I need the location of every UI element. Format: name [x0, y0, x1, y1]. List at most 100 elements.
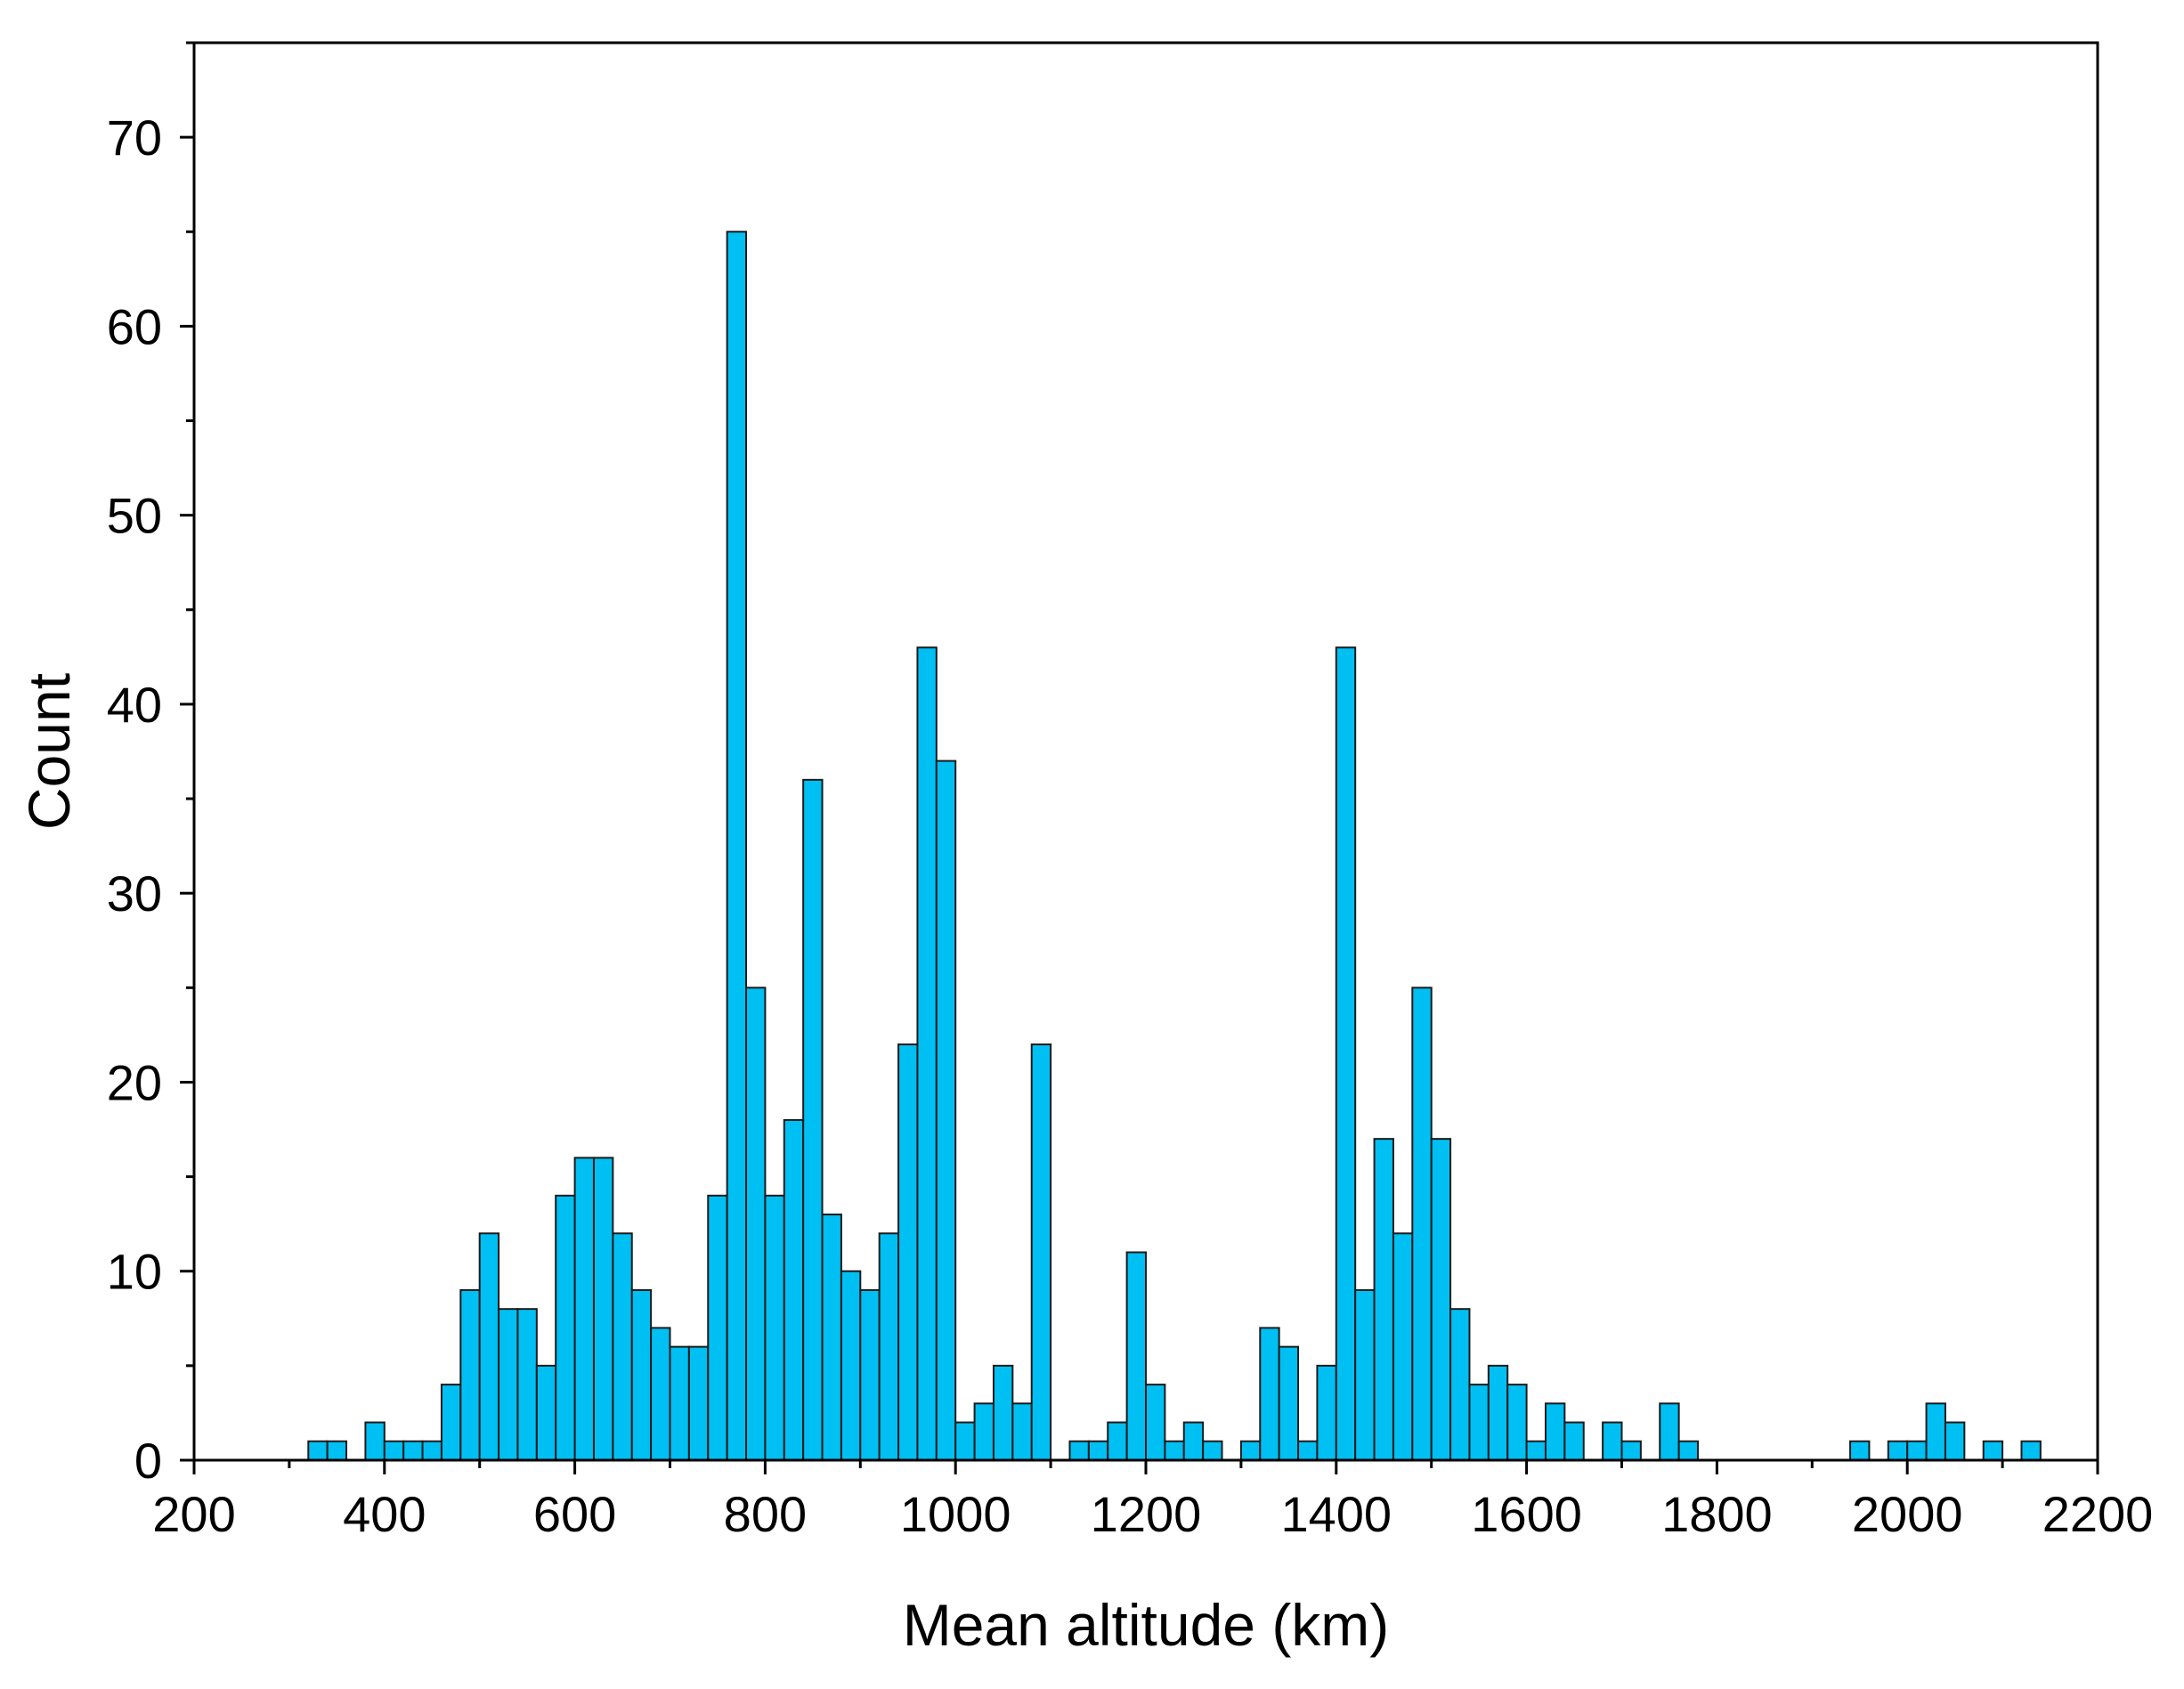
histogram-bar	[1602, 1421, 1623, 1461]
y-tick-label: 0	[134, 1433, 162, 1489]
histogram-bar	[1677, 1440, 1700, 1461]
y-tick-label: 70	[107, 110, 162, 166]
histogram-bar	[1392, 1232, 1414, 1462]
histogram-bar	[2020, 1440, 2042, 1461]
histogram-bar	[573, 1157, 595, 1461]
histogram-bar	[612, 1232, 633, 1462]
histogram-bar	[802, 778, 824, 1461]
histogram-bar	[726, 231, 748, 1461]
x-tick-label: 200	[152, 1486, 235, 1542]
histogram-bar	[364, 1421, 386, 1461]
x-tick-label: 2200	[2042, 1486, 2154, 1542]
y-axis-ticks: 0 10 20 30 40 50 60 70	[107, 41, 194, 1489]
histogram-bar	[383, 1440, 405, 1461]
histogram-bar	[1354, 1288, 1376, 1461]
x-axis-ticks: 200 400 600 800 1000 1200 1400 1600 1800 2000 2200	[152, 1460, 2153, 1542]
histogram-bar	[1316, 1364, 1337, 1462]
histogram-bar	[326, 1440, 348, 1461]
histogram-bar	[1906, 1440, 1928, 1461]
histogram-bar	[402, 1440, 424, 1461]
histogram-bar	[592, 1157, 614, 1461]
histogram-bar	[630, 1288, 653, 1461]
x-tick-label: 1200	[1091, 1486, 1202, 1542]
histogram-bar	[935, 759, 957, 1461]
histogram-bar	[992, 1364, 1014, 1462]
histogram-bar	[878, 1232, 900, 1462]
histogram-bar	[1087, 1440, 1109, 1461]
histogram-bar	[1849, 1440, 1871, 1461]
histogram-bar	[687, 1345, 710, 1462]
histogram-bar	[1107, 1421, 1128, 1461]
histogram-bar	[1525, 1440, 1547, 1461]
x-tick-label: 800	[724, 1486, 807, 1542]
histogram-bar	[1182, 1421, 1205, 1461]
histogram-bar	[954, 1421, 976, 1461]
histogram-bar	[821, 1214, 842, 1461]
histogram-bar	[459, 1288, 481, 1461]
histogram-bar	[1563, 1421, 1585, 1461]
histogram-bar	[859, 1288, 881, 1461]
histogram-bar	[1982, 1440, 2004, 1461]
histogram-bar	[973, 1402, 995, 1461]
histogram-bar	[1468, 1384, 1490, 1462]
x-tick-label: 1400	[1281, 1486, 1392, 1542]
histogram-bar	[1887, 1440, 1909, 1461]
x-tick-label: 1800	[1661, 1486, 1773, 1542]
histogram-bar	[1430, 1138, 1452, 1461]
histogram-bar	[1239, 1440, 1262, 1461]
histogram-bar	[440, 1384, 462, 1462]
histogram-bar	[1449, 1308, 1471, 1461]
histogram-bar	[1125, 1251, 1147, 1462]
y-tick-label: 50	[107, 488, 162, 544]
histogram-bar	[498, 1308, 519, 1461]
histogram-bar	[1944, 1421, 1966, 1461]
histogram-bar	[1202, 1440, 1223, 1461]
y-tick-label: 20	[107, 1054, 162, 1110]
histogram-bar	[1506, 1384, 1528, 1462]
histogram-bar	[1259, 1327, 1280, 1461]
y-axis-title: Count	[16, 673, 82, 830]
plot-frame	[192, 41, 2099, 1462]
histogram-bar	[1011, 1402, 1033, 1461]
histogram-bar	[1544, 1402, 1566, 1461]
histogram-bar	[916, 646, 938, 1461]
histogram-bar	[1335, 646, 1357, 1461]
histogram-bar	[1487, 1364, 1509, 1462]
histogram-bar	[897, 1043, 919, 1461]
histogram-bar	[669, 1345, 690, 1462]
y-tick-label: 30	[107, 865, 162, 922]
x-tick-label: 600	[533, 1486, 616, 1542]
histogram-bar	[1145, 1384, 1166, 1462]
histogram-bar	[1278, 1345, 1300, 1462]
x-tick-label: 1000	[900, 1486, 1011, 1542]
histogram-bar	[650, 1327, 671, 1461]
x-tick-label: 2000	[1852, 1486, 1963, 1542]
y-tick-label: 40	[107, 677, 162, 733]
histogram-bar	[1925, 1402, 1946, 1461]
histogram-bar	[1297, 1440, 1319, 1461]
histogram-bar	[1620, 1440, 1642, 1461]
histogram-bar	[535, 1364, 557, 1462]
histogram-bar	[840, 1270, 862, 1461]
histogram-bar	[745, 987, 767, 1462]
histogram-bar	[307, 1440, 329, 1461]
x-tick-label: 400	[343, 1486, 426, 1542]
histogram-bar	[1411, 987, 1433, 1462]
histogram-bar	[1659, 1402, 1680, 1461]
histogram-bar	[1164, 1440, 1185, 1461]
y-tick-label: 10	[107, 1244, 162, 1300]
histogram-bar	[421, 1440, 442, 1461]
y-tick-label: 60	[107, 298, 162, 354]
histogram-bar	[1373, 1138, 1394, 1461]
histogram-bar	[478, 1232, 500, 1462]
histogram-bar	[516, 1308, 538, 1461]
x-tick-label: 1600	[1471, 1486, 1582, 1542]
histogram-bar	[707, 1194, 728, 1461]
histogram-bar	[1068, 1440, 1090, 1461]
histogram-bar	[555, 1194, 576, 1461]
histogram-bar	[764, 1194, 785, 1461]
histogram-bar	[1030, 1043, 1052, 1461]
histogram-bar	[783, 1118, 805, 1462]
